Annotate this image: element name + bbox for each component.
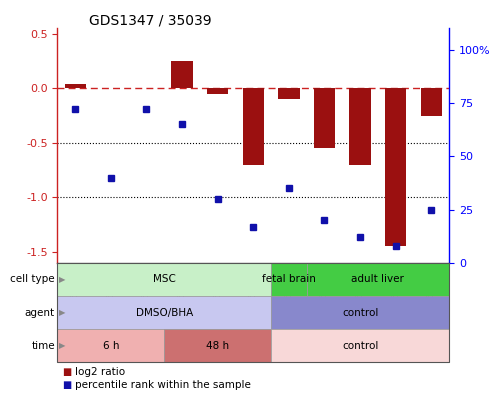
Bar	[64, 84, 86, 88]
Text: cell type: cell type	[10, 275, 55, 284]
Text: adult liver: adult liver	[351, 275, 404, 284]
Bar	[171, 61, 193, 88]
Text: ▶: ▶	[59, 275, 65, 284]
Text: control: control	[342, 341, 378, 351]
Text: ■: ■	[62, 367, 72, 377]
Text: 6 h: 6 h	[103, 341, 119, 351]
Text: log2 ratio: log2 ratio	[75, 367, 125, 377]
Text: 48 h: 48 h	[206, 341, 229, 351]
Text: agent: agent	[25, 308, 55, 318]
Text: fetal brain: fetal brain	[262, 275, 316, 284]
Bar	[207, 88, 229, 94]
Text: time: time	[31, 341, 55, 351]
Bar	[314, 88, 335, 148]
Bar	[421, 88, 442, 115]
Text: GDS1347 / 35039: GDS1347 / 35039	[89, 13, 212, 27]
Text: ▶: ▶	[59, 308, 65, 317]
Text: MSC: MSC	[153, 275, 176, 284]
Text: DMSO/BHA: DMSO/BHA	[136, 308, 193, 318]
Bar	[278, 88, 299, 99]
Text: ▶: ▶	[59, 341, 65, 350]
Bar	[385, 88, 406, 247]
Bar	[349, 88, 371, 165]
Text: control: control	[342, 308, 378, 318]
Text: ■: ■	[62, 380, 72, 390]
Text: percentile rank within the sample: percentile rank within the sample	[75, 380, 250, 390]
Bar	[243, 88, 264, 165]
